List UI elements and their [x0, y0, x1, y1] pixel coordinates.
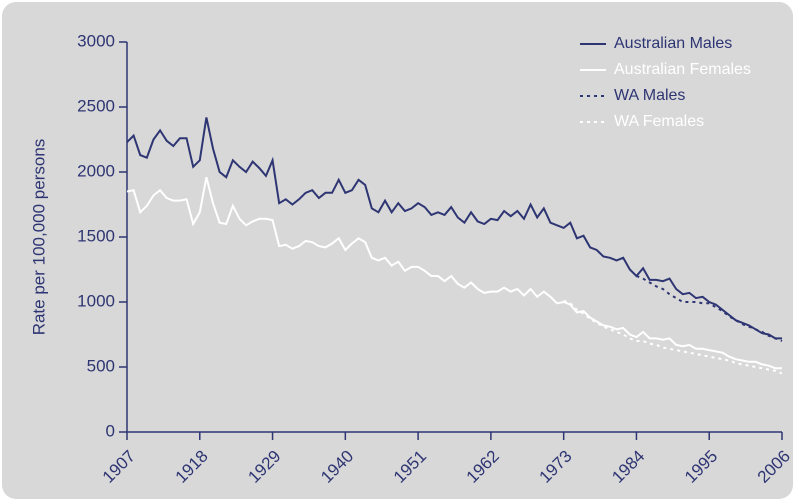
y-tick-label: 2000 — [77, 161, 115, 180]
series-line — [126, 117, 782, 340]
y-tick-label: 1500 — [77, 226, 115, 245]
y-tick-label: 3000 — [77, 31, 115, 50]
series-line — [126, 176, 782, 370]
legend-label: WA Males — [614, 87, 685, 104]
y-tick-label: 500 — [87, 356, 115, 375]
legend-label: Australian Males — [614, 35, 732, 52]
legend-label: Australian Females — [614, 61, 751, 78]
series-line — [636, 275, 783, 342]
series-line — [563, 299, 783, 375]
legend-label: WA Females — [614, 113, 704, 130]
y-axis-label: Rate per 100,000 persons — [29, 139, 48, 336]
y-tick-label: 1000 — [77, 291, 115, 310]
y-tick-label: 2500 — [77, 96, 115, 115]
y-tick-label: 0 — [106, 421, 115, 440]
